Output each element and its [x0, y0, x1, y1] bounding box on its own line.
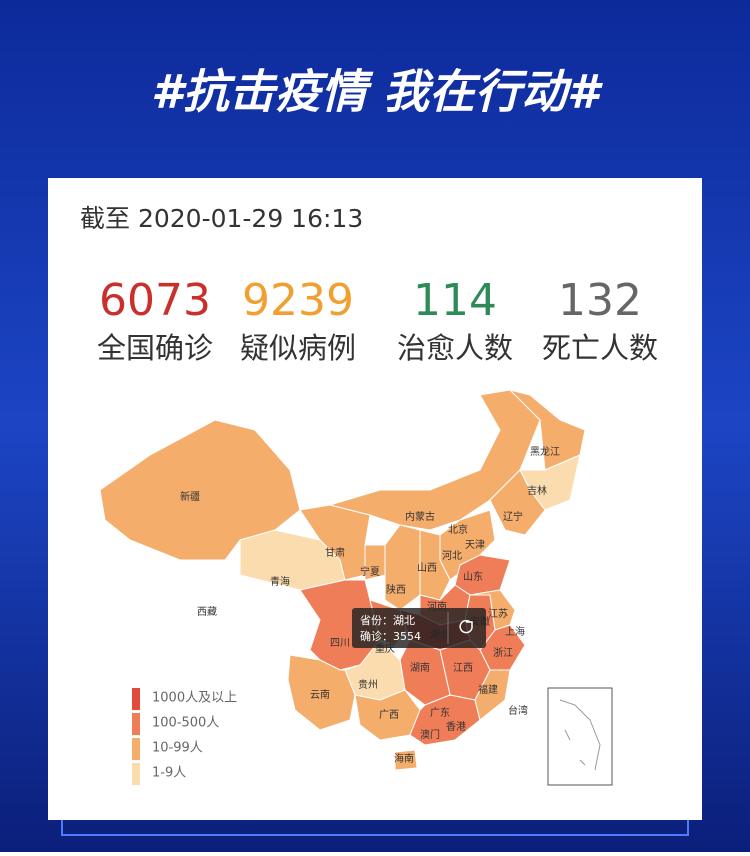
legend: 1000人及以上 100-500人 10-99人 1-9人 — [132, 688, 237, 785]
province-label: 江苏 — [488, 607, 508, 620]
province-label: 西藏 — [197, 606, 217, 618]
province — [474, 669, 511, 721]
province-label: 福建 — [478, 683, 498, 696]
tooltip-text: 确诊：3554 — [360, 629, 421, 643]
province-label: 陕西 — [386, 583, 406, 596]
province-label: 新疆 — [180, 490, 200, 503]
legend-label: 10-99人 — [152, 741, 203, 756]
map: 新疆西藏青海甘肃内蒙古黑龙江吉林辽宁河北山西宁夏陕西山东河南四川重庆湖北安徽江苏… — [99, 389, 586, 771]
stat-value: 6073 — [99, 275, 211, 326]
province-label: 海南 — [394, 752, 414, 765]
stat-value: 132 — [558, 275, 642, 326]
province — [394, 749, 418, 771]
province-label: 湖南 — [410, 661, 430, 674]
legend-swatch — [132, 713, 140, 735]
timestamp: 截至 2020-01-29 16:13 — [80, 204, 363, 233]
province-label: 山东 — [463, 570, 483, 583]
province — [489, 469, 546, 536]
stat-value: 114 — [413, 275, 497, 326]
legend-label: 1-9人 — [152, 766, 186, 781]
province-label: 云南 — [310, 688, 330, 701]
province — [513, 687, 529, 716]
legend-swatch — [132, 763, 140, 785]
province-label: 天津 — [465, 539, 485, 551]
tooltip-text: 省份：湖北 — [360, 614, 415, 627]
stat-label: 疑似病例 — [240, 331, 356, 365]
stat-label: 治愈人数 — [397, 331, 513, 365]
legend-swatch — [132, 688, 140, 710]
province-label: 河北 — [442, 550, 462, 562]
stat-value: 9239 — [242, 275, 354, 326]
province-label: 黑龙江 — [530, 445, 560, 458]
province-label: 辽宁 — [503, 510, 523, 523]
province-label: 山西 — [417, 562, 437, 574]
province-label: 广西 — [379, 709, 399, 721]
province-label: 贵州 — [358, 678, 378, 691]
province-label: 四川 — [330, 638, 350, 649]
province-label: 香港 — [446, 721, 466, 733]
province-label: 青海 — [270, 575, 290, 588]
province — [287, 654, 356, 731]
province-label: 澳门 — [420, 728, 440, 741]
province-label: 北京 — [448, 523, 468, 536]
tooltip-box — [352, 608, 486, 648]
province-label: 广东 — [430, 706, 450, 719]
province — [384, 524, 421, 611]
title: #抗击疫情 我在行动# — [151, 65, 603, 119]
stat-label: 死亡人数 — [542, 331, 658, 365]
province-label: 内蒙古 — [405, 510, 435, 523]
province-label: 台湾 — [508, 704, 528, 717]
province-label: 吉林 — [527, 484, 547, 497]
province-label: 甘肃 — [325, 546, 345, 559]
stat-label: 全国确诊 — [97, 331, 213, 365]
province-label: 江西 — [453, 662, 473, 674]
legend-swatch — [132, 738, 140, 760]
tooltip-icon — [459, 619, 473, 634]
province-label: 宁夏 — [360, 565, 380, 578]
legend-label: 1000人及以上 — [152, 691, 237, 706]
province-label: 上海 — [505, 625, 525, 638]
inset-islands — [559, 699, 601, 771]
province-label: 浙江 — [493, 647, 513, 659]
inset-box — [547, 687, 613, 786]
legend-label: 100-500人 — [152, 716, 219, 731]
